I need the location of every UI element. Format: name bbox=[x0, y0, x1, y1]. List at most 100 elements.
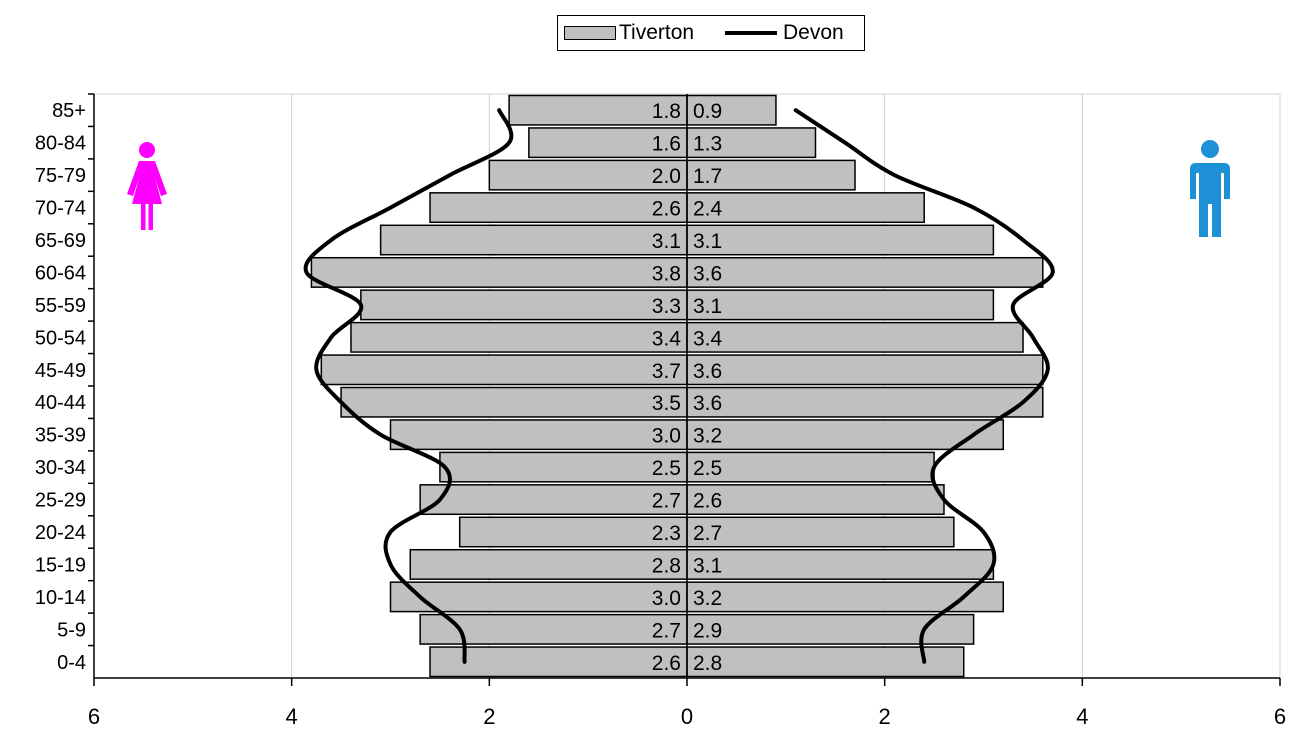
bar-male-25-29 bbox=[686, 484, 945, 516]
bar-female-50-54 bbox=[350, 321, 688, 353]
value-label-male-70-74: 2.4 bbox=[693, 198, 723, 221]
category-label-35-39: 35-39 bbox=[35, 425, 86, 447]
category-label-50-54: 50-54 bbox=[35, 327, 86, 349]
value-label-male-15-19: 3.1 bbox=[693, 554, 722, 577]
x-tick-label: 2 bbox=[483, 704, 495, 729]
value-label-male-60-64: 3.6 bbox=[693, 262, 722, 285]
x-tick-label: 4 bbox=[1076, 704, 1088, 729]
category-labels: 85+ 80-84 75-79 70-74 65-69 60-64 55-59 50-54 45… bbox=[35, 100, 86, 674]
category-label-20-24: 20-24 bbox=[35, 522, 86, 544]
bar-female-75-79 bbox=[488, 159, 688, 191]
value-label-female-40-44: 3.5 bbox=[652, 392, 681, 415]
value-label-male-85+: 0.9 bbox=[693, 100, 722, 123]
bar-female-70-74 bbox=[429, 192, 688, 224]
category-label-80-84: 80-84 bbox=[35, 133, 86, 155]
bar-male-85+ bbox=[686, 94, 777, 126]
value-label-female-20-24: 2.3 bbox=[652, 522, 681, 545]
bar-male-10-14 bbox=[686, 581, 1005, 613]
value-label-male-5-9: 2.9 bbox=[693, 619, 722, 642]
female-figure-icon bbox=[127, 142, 167, 230]
value-label-male-35-39: 3.2 bbox=[693, 425, 722, 448]
value-label-female-15-19: 2.8 bbox=[652, 554, 681, 577]
category-label-40-44: 40-44 bbox=[35, 392, 86, 414]
bar-male-40-44 bbox=[686, 386, 1044, 418]
value-label-female-0-4: 2.6 bbox=[652, 652, 681, 675]
x-tick-labels: 6 4 2 0 2 4 6 bbox=[88, 704, 1286, 729]
bar-male-15-19 bbox=[686, 548, 995, 580]
x-tick-label: 2 bbox=[879, 704, 891, 729]
bar-female-80-84 bbox=[528, 127, 688, 159]
value-label-male-80-84: 1.3 bbox=[693, 133, 722, 156]
value-label-male-55-59: 3.1 bbox=[693, 295, 722, 318]
devon-line-female bbox=[303, 108, 514, 664]
x-tick-label: 4 bbox=[286, 704, 298, 729]
value-label-female-5-9: 2.7 bbox=[652, 619, 681, 642]
value-label-female-60-64: 3.8 bbox=[652, 262, 681, 285]
category-label-5-9: 5-9 bbox=[57, 619, 86, 641]
x-tick-label: 6 bbox=[88, 704, 100, 729]
category-label-75-79: 75-79 bbox=[35, 165, 86, 187]
value-label-female-10-14: 3.0 bbox=[652, 587, 681, 610]
value-label-female-75-79: 2.0 bbox=[652, 165, 681, 188]
legend-line-devon bbox=[725, 31, 777, 35]
value-label-male-75-79: 1.7 bbox=[693, 165, 722, 188]
category-label-85+: 85+ bbox=[52, 100, 86, 122]
bar-female-15-19 bbox=[409, 548, 688, 580]
category-label-70-74: 70-74 bbox=[35, 198, 86, 220]
category-label-60-64: 60-64 bbox=[35, 262, 86, 284]
devon-lines bbox=[303, 108, 1055, 664]
value-label-female-25-29: 2.7 bbox=[652, 490, 681, 513]
x-tick-label: 0 bbox=[681, 704, 693, 729]
bar-male-75-79 bbox=[686, 159, 856, 191]
value-label-female-45-49: 3.7 bbox=[652, 360, 681, 383]
bar-male-35-39 bbox=[686, 419, 1005, 451]
category-label-10-14: 10-14 bbox=[35, 587, 86, 609]
legend: Tiverton Devon bbox=[557, 15, 865, 51]
category-label-45-49: 45-49 bbox=[35, 360, 86, 382]
legend-item-devon: Devon bbox=[725, 16, 844, 50]
bar-female-65-69 bbox=[379, 224, 688, 256]
value-label-male-40-44: 3.6 bbox=[693, 392, 722, 415]
value-label-male-30-34: 2.5 bbox=[693, 457, 722, 480]
value-label-male-10-14: 3.2 bbox=[693, 587, 722, 610]
bar-male-65-69 bbox=[686, 224, 995, 256]
value-label-female-80-84: 1.6 bbox=[652, 133, 681, 156]
bar-male-50-54 bbox=[686, 321, 1024, 353]
bar-female-45-49 bbox=[320, 354, 688, 386]
bar-male-55-59 bbox=[686, 289, 995, 321]
bar-female-0-4 bbox=[429, 646, 688, 678]
bars bbox=[310, 94, 1044, 678]
bar-female-35-39 bbox=[389, 419, 688, 451]
bar-male-45-49 bbox=[686, 354, 1044, 386]
value-label-female-55-59: 3.3 bbox=[652, 295, 681, 318]
value-label-female-65-69: 3.1 bbox=[652, 230, 681, 253]
bar-male-0-4 bbox=[686, 646, 965, 678]
legend-label-devon: Devon bbox=[783, 21, 844, 44]
x-tick-label: 6 bbox=[1274, 704, 1286, 729]
value-label-male-50-54: 3.4 bbox=[693, 327, 723, 350]
category-label-65-69: 65-69 bbox=[35, 230, 86, 252]
bar-female-30-34 bbox=[439, 451, 688, 483]
bar-male-70-74 bbox=[686, 192, 925, 224]
bar-male-60-64 bbox=[686, 256, 1044, 288]
bar-male-30-34 bbox=[686, 451, 935, 483]
legend-item-tiverton: Tiverton bbox=[564, 16, 694, 50]
male-figure-icon bbox=[1190, 140, 1230, 237]
bar-female-60-64 bbox=[310, 256, 688, 288]
value-label-female-50-54: 3.4 bbox=[652, 327, 682, 350]
bar-female-85+ bbox=[508, 94, 688, 126]
value-label-female-70-74: 2.6 bbox=[652, 198, 681, 221]
category-label-15-19: 15-19 bbox=[35, 554, 86, 576]
value-label-female-35-39: 3.0 bbox=[652, 425, 681, 448]
value-label-male-0-4: 2.8 bbox=[693, 652, 722, 675]
category-label-30-34: 30-34 bbox=[35, 457, 86, 479]
axes bbox=[88, 93, 1281, 686]
value-labels: 1.8 0.9 1.6 1.3 2.0 1.7 2.6 2.4 3.1 3.1 3.8 3.6 3.3 3… bbox=[652, 100, 723, 675]
category-label-25-29: 25-29 bbox=[35, 490, 86, 512]
bar-male-80-84 bbox=[686, 127, 817, 159]
category-label-0-4: 0-4 bbox=[57, 652, 86, 674]
value-label-male-65-69: 3.1 bbox=[693, 230, 722, 253]
category-label-55-59: 55-59 bbox=[35, 295, 86, 317]
value-label-male-45-49: 3.6 bbox=[693, 360, 722, 383]
